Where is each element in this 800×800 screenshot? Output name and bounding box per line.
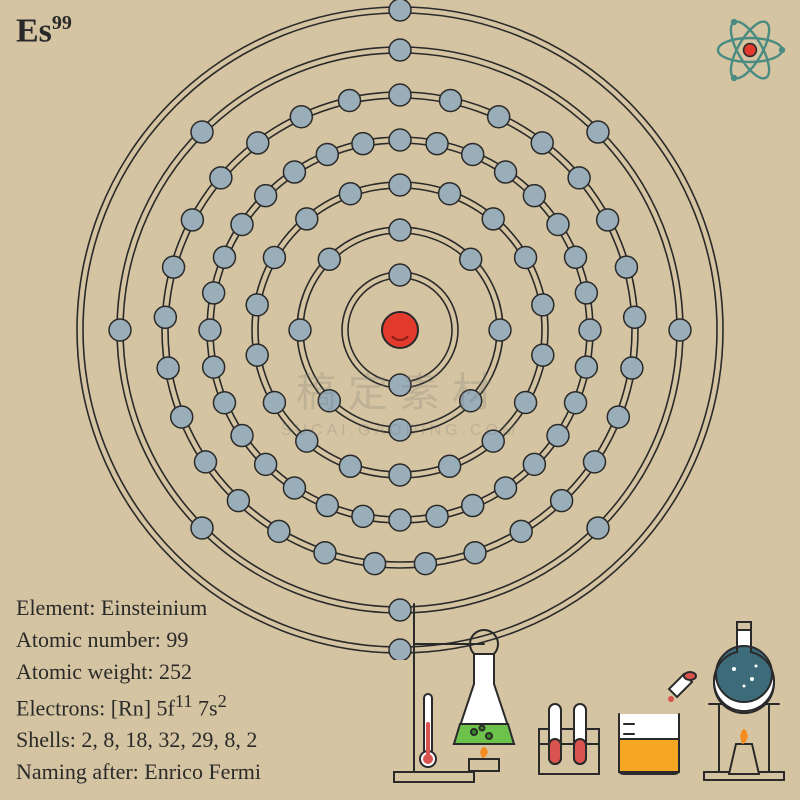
symbol-text: Es: [16, 12, 52, 49]
element-symbol: Es99: [16, 12, 72, 50]
info-atomic-weight: Atomic weight: 252: [16, 656, 261, 688]
lab-equipment-icon: [374, 574, 794, 794]
info-electrons: Electrons: [Rn] 5f11 7s2: [16, 688, 261, 724]
info-atomic-number: Atomic number: 99: [16, 624, 261, 656]
info-shells: Shells: 2, 8, 18, 32, 29, 8, 2: [16, 724, 261, 756]
bohr-diagram: [70, 0, 730, 660]
atomic-number-sup: 99: [52, 12, 72, 34]
info-element: Element: Einsteinium: [16, 592, 261, 624]
element-info: Element: Einsteinium Atomic number: 99 A…: [16, 592, 261, 788]
info-naming: Naming after: Enrico Fermi: [16, 756, 261, 788]
